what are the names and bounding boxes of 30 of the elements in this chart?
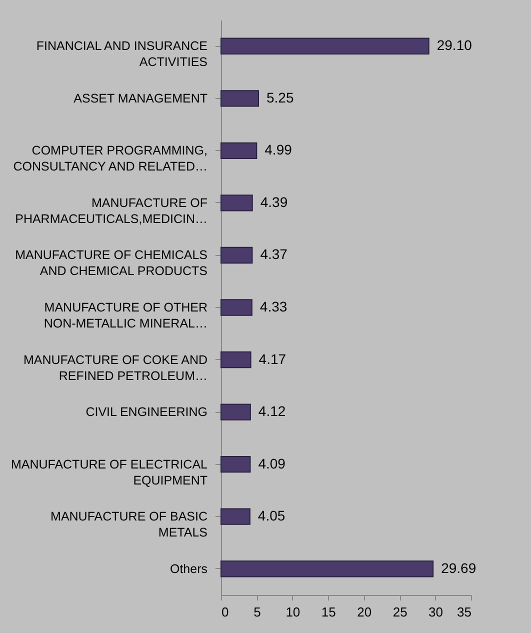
x-tick-label: 35 xyxy=(457,604,472,620)
y-tick-label: MANUFACTURE OF ELECTRICAL EQUIPMENT xyxy=(10,457,208,488)
data-label: 4.09 xyxy=(258,455,286,472)
data-label: 29.69 xyxy=(441,560,476,576)
y-tick-label: ASSET MANAGEMENT xyxy=(74,91,208,106)
y-tick-label: MANUFACTURE OF OTHER NON-METALLIC MINERAL… xyxy=(44,300,208,330)
x-tick-label: 0 xyxy=(222,604,229,620)
data-label: 4.37 xyxy=(260,246,288,262)
x-tick-label: 5 xyxy=(254,604,261,620)
data-label: 4.33 xyxy=(260,298,288,314)
y-tick-label: MANUFACTURE OF PHARMACEUTICALS,MEDICIN… xyxy=(15,196,208,226)
data-label: 4.17 xyxy=(258,350,286,367)
x-tick-label: 20 xyxy=(357,604,372,620)
data-label: 4.05 xyxy=(258,508,286,524)
data-label: 4.99 xyxy=(264,142,292,158)
data-label: 29.10 xyxy=(436,37,472,54)
data-label: 5.25 xyxy=(266,89,294,106)
y-tick-label: MANUFACTURE OF BASIC METALS xyxy=(50,510,208,540)
y-tick-label: CIVIL ENGINEERING xyxy=(86,405,208,420)
y-tick-label: MANUFACTURE OF CHEMICALS AND CHEMICAL PRODUCTS xyxy=(15,248,208,278)
data-label: 4.39 xyxy=(260,194,288,210)
data-label: 4.12 xyxy=(258,403,286,420)
x-tick-label: 30 xyxy=(428,604,444,620)
x-tick-label: 25 xyxy=(392,604,408,620)
x-tick-label: 15 xyxy=(321,604,336,620)
y-tick-label: FINANCIAL AND INSURANCE ACTIVITIES xyxy=(36,39,208,70)
y-tick-label: Others xyxy=(170,562,208,576)
y-tick-label: COMPUTER PROGRAMMING, CONSULTANCY AND RELATED… xyxy=(13,144,208,174)
x-tick-label: 10 xyxy=(286,604,300,620)
y-tick-label: MANUFACTURE OF COKE AND REFINED PETROLEUM… xyxy=(23,352,208,383)
